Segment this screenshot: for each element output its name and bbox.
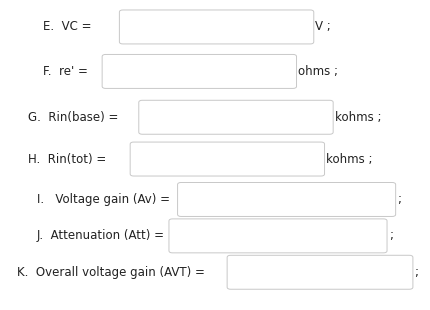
Text: ohms ;: ohms ; [298, 65, 338, 78]
Text: ;: ; [413, 266, 417, 279]
FancyBboxPatch shape [177, 183, 395, 216]
FancyBboxPatch shape [119, 10, 313, 44]
Text: G.  Rin(base) =: G. Rin(base) = [28, 111, 118, 124]
Text: V ;: V ; [315, 20, 331, 33]
Text: H.  Rin(tot) =: H. Rin(tot) = [28, 153, 106, 166]
Text: ;: ; [396, 193, 400, 206]
FancyBboxPatch shape [138, 100, 332, 134]
FancyBboxPatch shape [130, 142, 324, 176]
Text: J.  Attenuation (Att) =: J. Attenuation (Att) = [37, 229, 164, 242]
FancyBboxPatch shape [169, 219, 386, 253]
Text: kohms ;: kohms ; [326, 153, 372, 166]
Text: ;: ; [388, 229, 392, 242]
Text: I.   Voltage gain (Av) =: I. Voltage gain (Av) = [37, 193, 169, 206]
FancyBboxPatch shape [102, 55, 296, 88]
Text: F.  re' =: F. re' = [43, 65, 88, 78]
FancyBboxPatch shape [227, 255, 412, 289]
Text: K.  Overall voltage gain (AVT) =: K. Overall voltage gain (AVT) = [17, 266, 205, 279]
Text: E.  VC =: E. VC = [43, 20, 92, 33]
Text: kohms ;: kohms ; [334, 111, 381, 124]
